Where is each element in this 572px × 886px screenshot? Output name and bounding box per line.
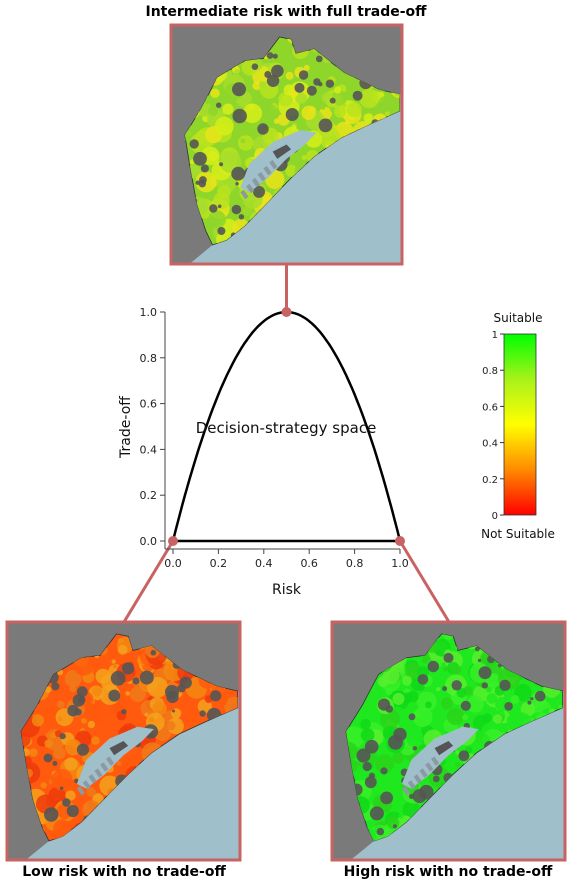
bottom-left-saltpan [100, 762, 109, 772]
bottom-left-saltpan [76, 786, 86, 796]
bottom-right-saltpan [419, 768, 428, 778]
top-island [272, 144, 292, 159]
top-sea [189, 94, 402, 264]
legend-tick-label: 0.2 [482, 475, 498, 486]
point-intermediate-risk [281, 307, 292, 317]
bottom-right-island [434, 741, 454, 756]
bottom-right-sea [350, 691, 565, 860]
y-tick-label: 0.4 [140, 443, 158, 456]
y-tick-label: 0.8 [140, 352, 158, 365]
x-tick-label: 0.4 [255, 557, 273, 570]
bottom-right-saltpan [407, 780, 416, 790]
x-tick-label: 0.2 [210, 557, 228, 570]
y-tick-label: 0.0 [140, 535, 158, 548]
bottom-right-map [332, 622, 565, 860]
connector-left [122, 540, 175, 623]
top-saltpan [257, 171, 266, 182]
y-tick-label: 1.0 [140, 306, 158, 319]
legend-bottom-label: Not Suitable [481, 527, 555, 541]
x-axis-label: Risk [272, 582, 302, 598]
bottom-left-saltpan [82, 780, 91, 790]
top-map-title: Intermediate risk with full trade-off [145, 4, 427, 20]
legend-tick-label: 0 [492, 511, 498, 522]
bottom-left-sea [25, 691, 240, 860]
bottom-right-saltpan [425, 762, 434, 772]
connectors [122, 264, 451, 623]
top-saltpan [269, 159, 278, 170]
bottom-left-map [7, 622, 240, 860]
strategy-space-label: Decision-strategy space [196, 419, 377, 437]
legend-tick-label: 0.4 [482, 439, 498, 450]
legend-top-label: Suitable [494, 311, 543, 325]
color-legend: Suitable Not Suitable 0 0.2 0.4 0.6 0.8 1 [481, 311, 555, 541]
top-saltpan [263, 165, 272, 176]
top-saltpan [246, 183, 255, 194]
top-saltpan [240, 189, 249, 200]
legend-colorbar [503, 333, 537, 516]
plot: 0.0 0.2 0.4 0.6 0.8 1.0 0.0 0.2 0.4 0.6 0.8 1.0 Risk… [118, 264, 451, 623]
bottom-left-saltpan [94, 768, 103, 778]
connector-right [398, 540, 451, 623]
point-high-risk [395, 536, 405, 546]
bottom-right-saltpan [413, 774, 422, 784]
bottom-left-saltpan [88, 774, 97, 784]
legend-tick-label: 0.6 [482, 402, 498, 413]
bottom-right-map-title: High risk with no trade-off [343, 864, 553, 880]
bottom-left-island [109, 741, 129, 756]
y-tick-label: 0.6 [140, 398, 158, 411]
top-map [171, 25, 402, 264]
top-saltpan [251, 177, 261, 188]
bottom-left-map-frame [5, 620, 242, 862]
bottom-right-saltpan [401, 786, 411, 796]
bottom-right-saltpan [430, 756, 440, 766]
bottom-left-saltpan [106, 756, 115, 766]
y-tick-label: 0.2 [140, 489, 158, 502]
x-tick-label: 0.8 [346, 557, 364, 570]
x-tick-label: 0.6 [300, 557, 318, 570]
point-low-risk [168, 536, 178, 546]
legend-tick-label: 0.8 [482, 366, 498, 377]
bottom-left-map-title: Low risk with no trade-off [22, 864, 226, 880]
legend-tick-label: 1 [492, 330, 498, 341]
x-tick-label: 1.0 [391, 557, 409, 570]
y-axis-label: Trade-off [118, 396, 134, 459]
x-tick-label: 0.0 [164, 557, 182, 570]
